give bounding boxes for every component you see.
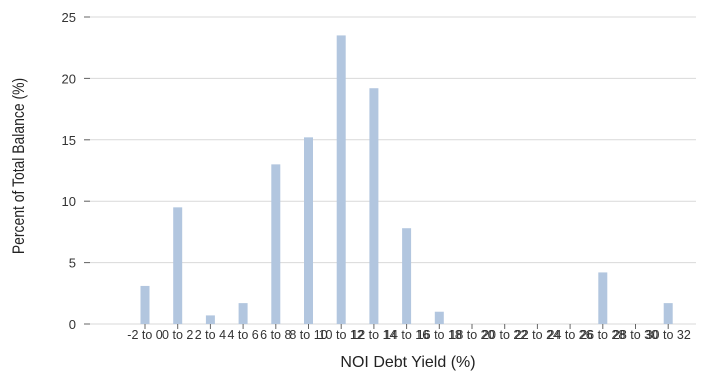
bar	[140, 285, 150, 324]
x-tick-label: 12 to 14	[351, 328, 396, 342]
bar	[238, 303, 248, 324]
bar	[336, 35, 346, 325]
bars	[140, 35, 673, 325]
y-tick-label: 20	[62, 71, 76, 86]
x-tick-label: 20 to 22	[482, 328, 527, 342]
y-tick-label: 25	[62, 10, 76, 25]
x-tick-label: 14 to 16	[384, 328, 429, 342]
x-tick-label: 22 to 24	[515, 328, 560, 342]
x-tick-label: 18 to 20	[449, 328, 494, 342]
x-axis-label: NOI Debt Yield (%)	[340, 354, 475, 371]
x-tick-label: 16 to 18	[417, 328, 462, 342]
bar	[271, 164, 281, 324]
bar	[304, 137, 313, 324]
y-axis-ticks: 0 5 10 15 20 25	[62, 10, 90, 332]
x-tick-label: 4 to 6	[227, 328, 258, 342]
y-tick-label: 5	[69, 256, 76, 271]
y-tick-label: 0	[69, 317, 76, 332]
x-tick-label: 0 to 2	[162, 328, 193, 342]
y-tick-label: 10	[62, 194, 76, 209]
x-tick-label: 6 to 8	[260, 328, 291, 342]
bar	[434, 311, 444, 324]
bar	[663, 303, 673, 324]
x-tick-label: 28 to 30	[613, 328, 658, 342]
x-tick-label: 30 to 32	[646, 328, 691, 342]
x-tick-label: 2 to 4	[195, 328, 226, 342]
x-tick-label: 26 to 28	[580, 328, 625, 342]
grid-lines	[84, 16, 696, 325]
y-axis-label: Percent of Total Balance (%)	[10, 78, 29, 254]
bar	[173, 207, 183, 324]
bar	[598, 272, 608, 324]
x-tick-label: 10 to 12	[319, 328, 364, 342]
x-tick-label: -2 to 0	[127, 328, 162, 342]
bar	[369, 88, 379, 324]
bar	[205, 315, 215, 324]
y-tick-label: 15	[62, 133, 76, 148]
x-tick-label: 24 to 26	[548, 328, 593, 342]
bar	[402, 228, 412, 324]
x-tick-label: 8 to 10	[289, 328, 327, 342]
